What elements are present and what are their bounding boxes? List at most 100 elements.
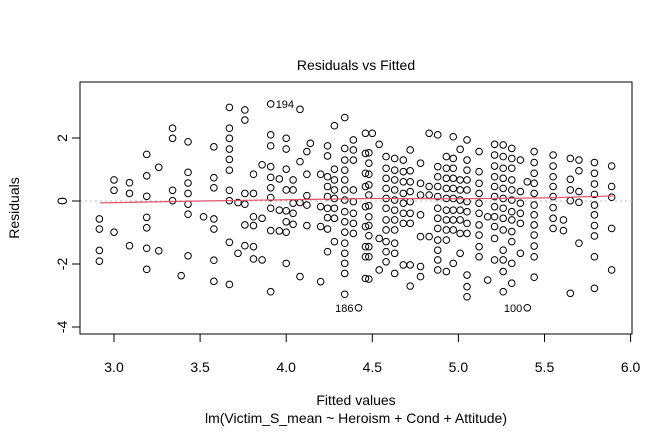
data-point xyxy=(289,186,297,194)
data-point xyxy=(490,192,499,201)
data-point xyxy=(266,131,275,139)
data-point xyxy=(330,176,339,184)
data-point xyxy=(365,275,373,283)
data-point xyxy=(340,269,349,278)
data-point xyxy=(406,187,414,196)
data-point xyxy=(549,224,557,233)
data-point xyxy=(375,266,383,274)
data-point xyxy=(530,221,538,229)
data-point xyxy=(456,216,464,224)
data-point xyxy=(282,165,291,173)
data-point xyxy=(456,186,464,194)
data-point xyxy=(323,182,332,191)
data-point xyxy=(475,199,483,208)
data-point xyxy=(390,216,399,224)
data-point xyxy=(282,134,291,143)
data-point xyxy=(275,206,284,214)
data-point xyxy=(225,103,234,112)
data-point xyxy=(316,222,325,231)
data-point xyxy=(340,156,349,164)
data-point xyxy=(499,152,507,161)
data-point xyxy=(184,137,192,146)
data-point xyxy=(266,100,275,108)
data-point xyxy=(490,151,499,159)
data-point xyxy=(365,170,373,179)
data-point xyxy=(154,163,163,172)
data-point xyxy=(365,231,373,240)
data-point xyxy=(361,242,370,251)
data-point xyxy=(530,211,538,219)
data-point xyxy=(490,140,499,149)
data-point xyxy=(507,176,516,184)
data-point xyxy=(490,162,499,170)
data-point xyxy=(249,255,258,263)
data-point xyxy=(289,209,297,218)
data-point xyxy=(303,170,311,179)
data-point xyxy=(275,227,284,235)
data-point xyxy=(449,154,458,163)
data-point xyxy=(184,179,192,187)
data-point xyxy=(390,269,399,278)
data-point xyxy=(425,191,433,199)
data-point xyxy=(507,186,516,194)
data-point xyxy=(330,214,339,223)
data-point xyxy=(289,176,297,184)
data-point xyxy=(442,267,451,276)
y-tick-label: 0 xyxy=(54,197,70,205)
data-point xyxy=(330,186,339,194)
data-point xyxy=(523,177,532,186)
data-point xyxy=(340,217,349,226)
data-point xyxy=(382,152,390,161)
data-point xyxy=(210,225,218,233)
data-point xyxy=(349,229,358,238)
data-point xyxy=(282,206,291,215)
data-point xyxy=(490,172,499,181)
data-point xyxy=(95,246,104,255)
data-point xyxy=(425,129,433,138)
data-point xyxy=(323,152,332,160)
data-point xyxy=(406,219,414,228)
data-point xyxy=(382,247,390,256)
data-point xyxy=(95,257,104,265)
data-point xyxy=(507,227,516,236)
data-point xyxy=(303,221,311,230)
data-point xyxy=(399,189,408,198)
data-point xyxy=(266,193,275,202)
data-point xyxy=(507,164,516,173)
data-point xyxy=(499,267,507,276)
data-point xyxy=(249,170,258,179)
chart-subtitle: lm(Victim_S_mean ~ Heroism + Cond + Atti… xyxy=(205,410,507,426)
data-point xyxy=(456,206,464,214)
data-point xyxy=(566,154,575,163)
data-point xyxy=(382,257,390,266)
data-point xyxy=(184,252,192,260)
data-point xyxy=(142,150,151,159)
data-point xyxy=(296,157,304,166)
data-point xyxy=(340,144,349,153)
data-point xyxy=(266,183,275,192)
data-point xyxy=(575,239,583,248)
data-point xyxy=(382,164,390,173)
data-point xyxy=(354,303,363,312)
data-point xyxy=(225,124,234,133)
point-labels: 194 186 100 xyxy=(276,99,523,315)
data-point xyxy=(575,187,583,196)
data-point xyxy=(361,202,370,211)
data-point xyxy=(340,228,349,236)
data-point xyxy=(258,214,266,223)
data-point xyxy=(590,232,599,240)
data-point xyxy=(349,156,358,164)
data-point xyxy=(361,274,370,283)
x-tick-label: 3.5 xyxy=(190,359,210,375)
data-point xyxy=(306,139,315,148)
data-point xyxy=(382,226,390,234)
data-point xyxy=(210,173,218,182)
data-point xyxy=(390,186,399,194)
data-point xyxy=(433,162,442,171)
data-point xyxy=(95,215,104,223)
data-point xyxy=(566,186,575,194)
data-point xyxy=(406,197,414,206)
y-tick-label: -2 xyxy=(54,258,70,271)
data-point xyxy=(399,209,408,218)
data-point xyxy=(475,231,483,239)
